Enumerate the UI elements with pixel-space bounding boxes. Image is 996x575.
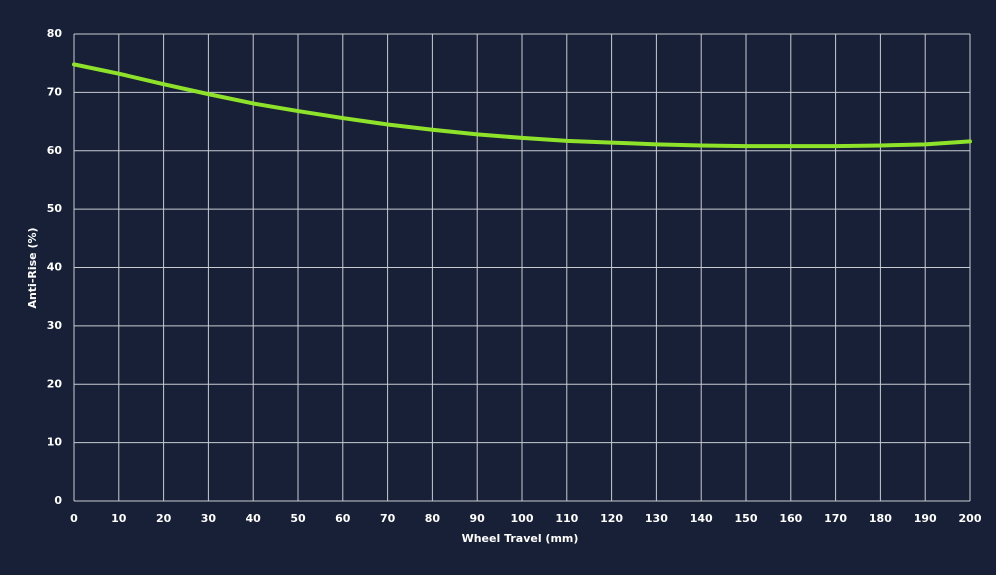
data-line	[72, 62, 972, 149]
x-tick-label: 80	[425, 512, 441, 525]
x-axis-label: Wheel Travel (mm)	[462, 532, 579, 545]
y-tick-label: 0	[54, 494, 62, 507]
x-tick-label: 20	[156, 512, 172, 525]
x-tick-label: 90	[470, 512, 486, 525]
y-tick-label: 80	[47, 27, 63, 40]
x-tick-label: 100	[511, 512, 534, 525]
y-tick-label: 60	[47, 144, 63, 157]
x-tick-label: 30	[201, 512, 217, 525]
x-tick-label: 120	[600, 512, 623, 525]
x-tick-label: 140	[690, 512, 713, 525]
x-tick-label: 170	[824, 512, 847, 525]
x-tick-label: 110	[555, 512, 578, 525]
y-tick-label: 50	[47, 202, 63, 215]
x-tick-label: 70	[380, 512, 396, 525]
x-tick-label: 0	[70, 512, 78, 525]
x-tick-label: 50	[290, 512, 306, 525]
y-tick-label: 30	[47, 319, 63, 332]
x-tick-label: 10	[111, 512, 127, 525]
y-tick-label: 10	[47, 436, 63, 449]
y-tick-label: 40	[47, 261, 63, 274]
y-tick-label: 70	[47, 85, 63, 98]
x-tick-label: 130	[645, 512, 668, 525]
x-tick-label: 180	[869, 512, 892, 525]
x-tick-label: 190	[914, 512, 937, 525]
x-tick-label: 150	[735, 512, 758, 525]
y-axis-label: Anti-Rise (%)	[26, 227, 39, 308]
x-tick-label: 60	[335, 512, 351, 525]
y-tick-label: 20	[47, 377, 63, 390]
x-tick-label: 160	[779, 512, 802, 525]
x-tick-label: 200	[959, 512, 982, 525]
x-tick-label: 40	[246, 512, 262, 525]
